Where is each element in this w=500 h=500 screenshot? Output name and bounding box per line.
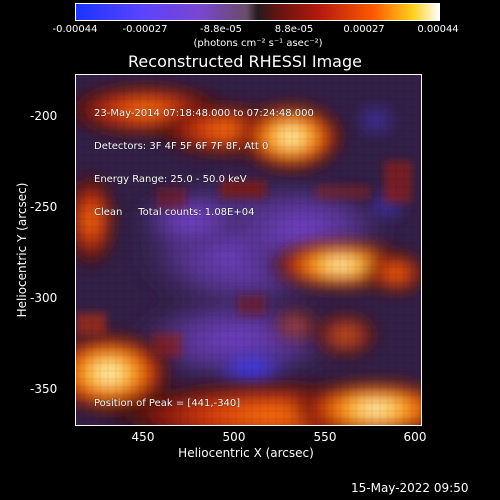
- image-plot: [75, 74, 422, 426]
- colorbar-label: 0.00027: [343, 24, 385, 35]
- info-line: Energy Range: 25.0 - 50.0 keV: [94, 174, 247, 185]
- y-tick-label: -250: [30, 200, 58, 214]
- timestamp: 15-May-2022 09:50: [351, 481, 469, 495]
- colorbar-label: 8.8e-05: [274, 24, 314, 35]
- y-tick-label: -350: [30, 382, 58, 396]
- y-tick-label: -300: [30, 291, 58, 305]
- x-axis-label: Heliocentric X (arcsec): [178, 446, 314, 460]
- image-heatmap: [76, 75, 421, 425]
- peak-position: Position of Peak = [441,-340]: [94, 398, 241, 409]
- x-tick-label: 550: [313, 430, 337, 444]
- info-line: 23-May-2014 07:18:48.000 to 07:24:48.000: [94, 108, 314, 119]
- x-tick-label: 600: [403, 430, 427, 444]
- y-tick-label: -200: [30, 109, 58, 123]
- colorbar-label: -0.00027: [122, 24, 168, 35]
- info-line: Detectors: 3F 4F 5F 6F 7F 8F, Att 0: [94, 141, 269, 152]
- observation-info: 23-May-2014 07:18:48.000 to 07:24:48.000…: [94, 86, 314, 229]
- x-tick-label: 450: [131, 430, 155, 444]
- x-tick-label: 500: [222, 430, 246, 444]
- colorbar-label: -0.00044: [52, 24, 98, 35]
- image-title: Reconstructed RHESSI Image: [128, 52, 362, 71]
- colorbar-label: 0.00044: [417, 24, 459, 35]
- y-axis-label: Heliocentric Y (arcsec): [15, 182, 29, 318]
- colorbar-units: (photons cm⁻² s⁻¹ asec⁻²): [193, 38, 323, 49]
- colorbar-label: -8.8e-05: [200, 24, 242, 35]
- colorbar: [75, 3, 440, 21]
- info-line: Clean Total counts: 1.08E+04: [94, 207, 255, 218]
